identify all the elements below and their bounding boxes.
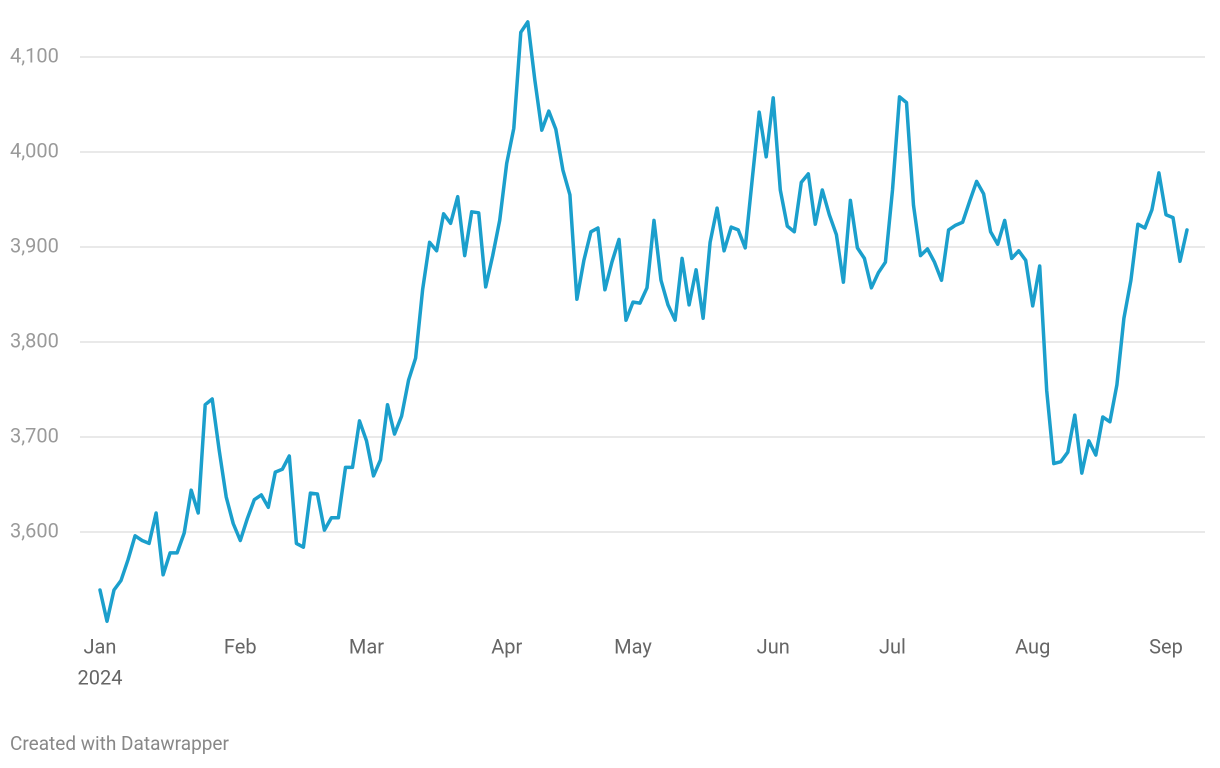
credit: Created with Datawrapper <box>10 732 229 755</box>
x-tick-label: Feb <box>224 634 257 658</box>
x-tick-label: May <box>614 634 652 658</box>
y-tick-label: 3,600 <box>10 518 59 542</box>
x-year-label: 2024 <box>78 665 123 689</box>
data-line <box>98 20 1189 624</box>
y-tick-label: 3,800 <box>10 328 59 352</box>
x-tick-label: Jun <box>757 634 790 658</box>
x-tick-label: Jul <box>879 634 906 658</box>
y-tick-label: 4,100 <box>10 43 59 67</box>
x-tick-label: Jan <box>84 634 117 658</box>
x-tick-label: Mar <box>349 634 384 658</box>
y-tick-label: 3,700 <box>10 423 59 447</box>
y-tick-label: 4,000 <box>10 138 59 162</box>
x-tick-label: Apr <box>491 634 522 658</box>
y-tick-label: 3,900 <box>10 233 59 257</box>
x-tick-label: Aug <box>1015 634 1050 658</box>
x-tick-label: Sep <box>1149 634 1183 658</box>
